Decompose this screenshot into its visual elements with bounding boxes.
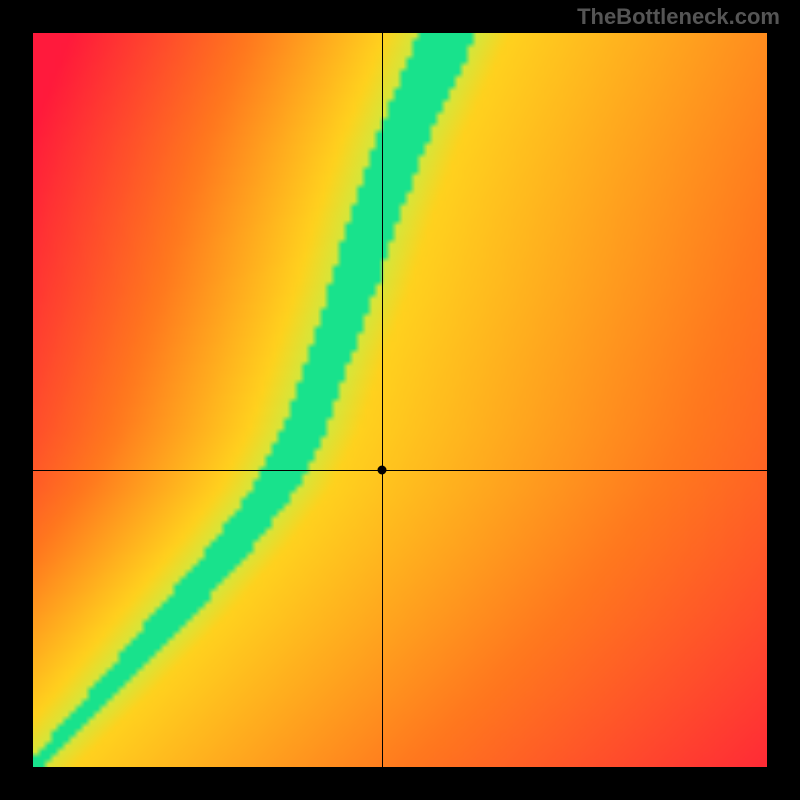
watermark-text: TheBottleneck.com bbox=[577, 4, 780, 30]
crosshair-vertical bbox=[382, 33, 383, 767]
crosshair-horizontal bbox=[33, 470, 767, 471]
crosshair-dot bbox=[377, 465, 386, 474]
heatmap-chart bbox=[33, 33, 767, 767]
heatmap-canvas bbox=[33, 33, 767, 767]
